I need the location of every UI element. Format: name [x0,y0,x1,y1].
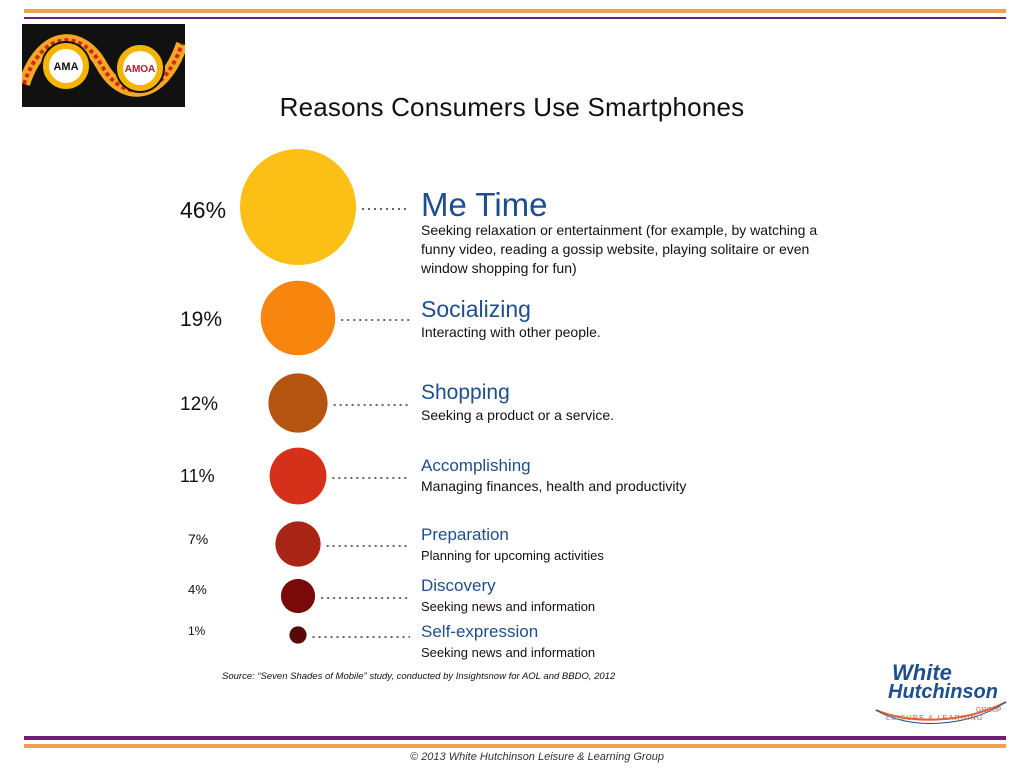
percent-label: 46% [180,197,227,223]
chart-title: Reasons Consumers Use Smartphones [279,92,745,122]
brand-line1: White [892,660,952,685]
white-hutchinson-logo: White Hutchinson LEISURE & LEARNING GROU… [868,658,1008,730]
category-description: Seeking news and information [421,599,596,614]
brand-group: GROUP [976,707,1002,714]
bubble-shopping [268,373,328,433]
percent-label: 1% [188,624,206,638]
category-description: Interacting with other people. [421,324,601,340]
logo-badge-left: AMA [53,61,78,73]
percent-label: 12% [180,394,219,415]
category-title: Self-expression [421,622,539,641]
category-title: Shopping [421,381,510,404]
bubble-accomplishing [269,447,327,505]
brand-line2: Hutchinson [888,681,998,703]
brand-tagline: LEISURE & LEARNING [886,713,984,722]
category-description: Seeking news and information [421,645,596,660]
bubble-discovery [280,578,316,614]
percent-label: 7% [188,531,209,547]
category-description: Planning for upcoming activities [421,548,604,563]
bubble-preparation [275,521,321,567]
category-description: Managing finances, health and productivi… [421,478,687,494]
percent-label: 4% [188,582,207,597]
bubble-me-time [240,149,356,265]
event-logo: AMA AMOA LAS VEGAS, NV MARCH 20-22 [22,24,185,107]
top-rule-orange [24,9,1006,13]
category-description: Seeking relaxation or entertainment (for… [421,222,818,276]
category-description: Seeking a product or a service. [421,407,614,423]
percent-label: 19% [180,308,223,331]
category-title: Socializing [421,296,531,322]
category-title: Discovery [421,576,496,595]
top-rule-purple [24,17,1006,19]
percent-label: 11% [180,466,215,486]
bottom-rule-purple [24,736,1006,740]
category-title: Preparation [421,525,509,544]
logo-badge-right: AMOA [125,64,156,75]
bubble-self-expression [289,626,307,644]
bubble-socializing [260,280,336,356]
copyright: © 2013 White Hutchinson Leisure & Learni… [410,751,664,763]
bottom-rule-orange [24,744,1006,748]
source-note: Source: “Seven Shades of Mobile” study, … [222,671,616,682]
category-title: Accomplishing [421,456,531,475]
category-title: Me Time [421,186,548,223]
